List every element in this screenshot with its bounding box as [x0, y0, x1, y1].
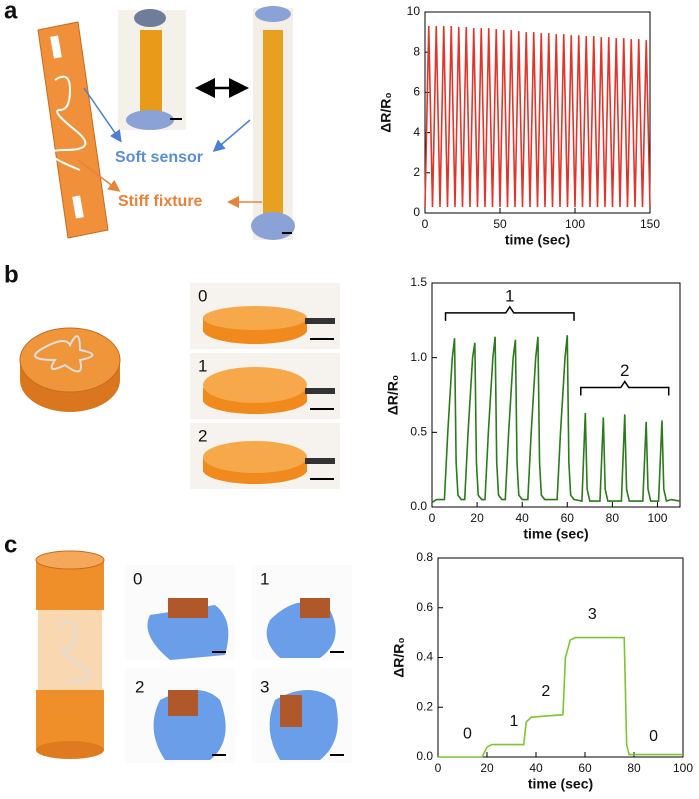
photo-label: 1 — [198, 356, 207, 375]
photo-label: 0 — [198, 286, 207, 305]
x-tick-label: 150 — [640, 217, 660, 231]
bracket — [580, 380, 670, 396]
y-tick-label: 0.4 — [416, 650, 433, 664]
photo-label: 1 — [260, 569, 269, 588]
bracket — [444, 305, 575, 321]
x-tick-label: 100 — [647, 511, 667, 525]
callout: Stiff fixture — [118, 193, 203, 210]
y-axis-label: ΔR/R₀ — [378, 92, 394, 132]
x-tick-label: 0 — [429, 511, 436, 525]
x-axis-label: time (sec) — [505, 232, 570, 248]
y-tick-label: 4 — [413, 125, 420, 139]
x-tick-label: 100 — [673, 761, 693, 775]
data-line — [438, 636, 683, 758]
panel-label: c — [4, 531, 17, 558]
y-tick-label: 0.0 — [410, 499, 427, 513]
x-axis-label: time (sec) — [528, 776, 593, 792]
y-tick-label: 10 — [407, 4, 421, 18]
x-tick-label: 40 — [516, 511, 530, 525]
x-tick-label: 80 — [606, 511, 620, 525]
y-tick-label: 1.0 — [410, 350, 427, 364]
x-tick-label: 20 — [480, 761, 494, 775]
photo-label: 2 — [135, 677, 144, 696]
panel-label: a — [4, 0, 18, 24]
y-tick-label: 0.8 — [416, 550, 433, 564]
y-tick-label: 0.5 — [410, 425, 427, 439]
panel-b-art — [19, 283, 340, 489]
x-tick-label: 50 — [493, 217, 507, 231]
y-tick-label: 8 — [413, 44, 420, 58]
bracket-label: 1 — [505, 286, 514, 305]
x-tick-label: 80 — [627, 761, 641, 775]
x-axis-label: time (sec) — [523, 526, 588, 542]
data-line — [431, 335, 681, 504]
callout: Soft sensor — [115, 149, 203, 166]
panel-c-art — [35, 550, 352, 763]
y-tick-label: 0.6 — [416, 600, 433, 614]
data-line — [424, 26, 651, 207]
step-label: 1 — [509, 713, 518, 730]
step-label: 0 — [649, 728, 658, 745]
y-tick-label: 0 — [413, 205, 420, 219]
x-tick-label: 0 — [435, 761, 442, 775]
x-tick-label: 60 — [578, 761, 592, 775]
bracket-label: 2 — [620, 361, 629, 380]
panel-label: b — [4, 261, 19, 288]
panel-a-art — [37, 6, 295, 240]
plot-frame — [431, 282, 681, 508]
step-label: 2 — [541, 683, 550, 700]
x-tick-label: 100 — [565, 217, 585, 231]
y-tick-label: 0.0 — [416, 749, 433, 763]
photo-label: 2 — [198, 426, 207, 445]
step-label: 0 — [463, 725, 472, 742]
plot-frame — [437, 557, 684, 758]
y-tick-label: 2 — [413, 165, 420, 179]
y-tick-label: 0.2 — [416, 699, 433, 713]
y-axis-label: ΔR/R₀ — [391, 637, 407, 677]
step-label: 3 — [588, 606, 597, 623]
x-tick-label: 40 — [529, 761, 543, 775]
x-tick-label: 0 — [422, 217, 429, 231]
y-tick-label: 1.5 — [410, 275, 427, 289]
y-tick-label: 6 — [413, 85, 420, 99]
photo-label: 3 — [260, 677, 269, 696]
plot-frame — [424, 11, 651, 214]
photo-label: 0 — [133, 569, 142, 588]
x-tick-label: 20 — [470, 511, 484, 525]
y-axis-label: ΔR/R₀ — [385, 375, 401, 415]
x-tick-label: 60 — [561, 511, 575, 525]
